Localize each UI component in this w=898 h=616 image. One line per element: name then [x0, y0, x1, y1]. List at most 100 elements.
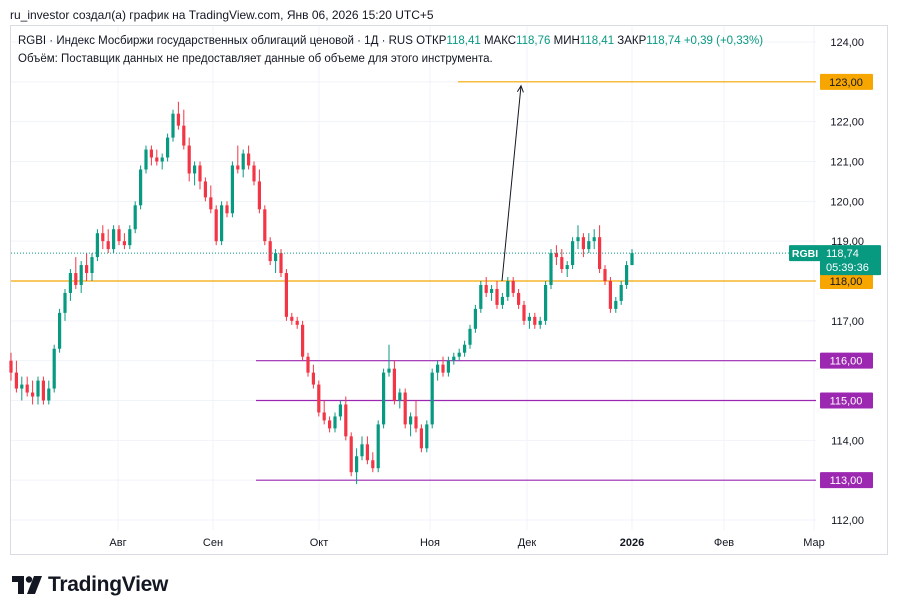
candle-body[interactable]	[209, 197, 213, 210]
candle-body[interactable]	[398, 392, 402, 401]
candle-body[interactable]	[630, 253, 634, 266]
candle-body[interactable]	[290, 316, 294, 321]
candle-body[interactable]	[176, 113, 180, 126]
candle-body[interactable]	[479, 284, 483, 309]
candle-body[interactable]	[495, 288, 499, 305]
candle-body[interactable]	[133, 205, 137, 230]
candle-body[interactable]	[544, 284, 548, 321]
candle-body[interactable]	[560, 257, 564, 270]
candle-body[interactable]	[225, 205, 229, 214]
candle-body[interactable]	[328, 420, 332, 429]
candle-body[interactable]	[360, 444, 364, 457]
candle-body[interactable]	[106, 241, 110, 250]
candle-body[interactable]	[538, 320, 542, 325]
candle-body[interactable]	[187, 145, 191, 174]
candle-body[interactable]	[214, 209, 218, 242]
candle-body[interactable]	[581, 237, 585, 250]
candle-body[interactable]	[333, 416, 337, 429]
candle-body[interactable]	[355, 456, 359, 473]
candle-body[interactable]	[344, 404, 348, 437]
candle-body[interactable]	[414, 416, 418, 429]
candle-body[interactable]	[263, 209, 267, 242]
candle-body[interactable]	[387, 368, 391, 373]
candle-body[interactable]	[527, 316, 531, 321]
candle-body[interactable]	[252, 165, 256, 182]
candle-body[interactable]	[457, 352, 461, 357]
candle-body[interactable]	[522, 304, 526, 321]
candle-body[interactable]	[317, 384, 321, 413]
candle-body[interactable]	[274, 253, 278, 262]
candle-body[interactable]	[144, 149, 148, 170]
candle-body[interactable]	[41, 380, 45, 401]
candle-body[interactable]	[295, 320, 299, 325]
candle-body[interactable]	[409, 416, 413, 425]
candle-body[interactable]	[85, 265, 89, 274]
candle-body[interactable]	[500, 296, 504, 305]
candle-body[interactable]	[160, 157, 164, 162]
candle-body[interactable]	[182, 125, 186, 146]
candle-body[interactable]	[419, 428, 423, 449]
candle-body[interactable]	[549, 253, 553, 285]
candle-body[interactable]	[619, 284, 623, 301]
candle-body[interactable]	[68, 273, 72, 293]
candle-body[interactable]	[139, 169, 143, 206]
candle-body[interactable]	[74, 273, 78, 285]
candle-body[interactable]	[311, 372, 315, 385]
candle-body[interactable]	[79, 265, 83, 285]
candle-body[interactable]	[247, 153, 251, 166]
candle-body[interactable]	[533, 316, 537, 325]
candle-body[interactable]	[463, 344, 467, 353]
candle-body[interactable]	[149, 149, 153, 158]
candle-body[interactable]	[117, 229, 121, 242]
candle-body[interactable]	[376, 424, 380, 469]
candle-body[interactable]	[452, 356, 456, 361]
candle-body[interactable]	[171, 113, 175, 138]
candle-body[interactable]	[236, 165, 240, 170]
candle-body[interactable]	[36, 380, 40, 397]
candle-body[interactable]	[284, 273, 288, 317]
brand[interactable]: TradingView	[12, 573, 168, 597]
trend-arrow[interactable]	[501, 85, 522, 282]
candle-body[interactable]	[382, 372, 386, 425]
candle-body[interactable]	[603, 269, 607, 281]
candle-body[interactable]	[371, 460, 375, 469]
candle-body[interactable]	[306, 356, 310, 373]
candle-body[interactable]	[20, 384, 24, 389]
candle-body[interactable]	[301, 324, 305, 357]
candle-body[interactable]	[58, 312, 62, 349]
candle-body[interactable]	[9, 360, 13, 373]
candle-body[interactable]	[430, 372, 434, 425]
candle-body[interactable]	[365, 444, 369, 461]
candle-body[interactable]	[31, 392, 35, 397]
candle-body[interactable]	[90, 257, 94, 274]
candle-body[interactable]	[403, 392, 407, 425]
candle-body[interactable]	[95, 233, 99, 258]
candle-body[interactable]	[47, 388, 51, 401]
candle-body[interactable]	[322, 412, 326, 421]
candle-body[interactable]	[446, 360, 450, 373]
candle-body[interactable]	[63, 292, 67, 313]
candle-body[interactable]	[122, 241, 126, 246]
candle-body[interactable]	[279, 253, 283, 274]
candle-body[interactable]	[554, 253, 558, 258]
legend-title[interactable]: RGBI · Индекс Мосбиржи государственных о…	[18, 35, 413, 47]
candle-body[interactable]	[193, 165, 197, 174]
candle-body[interactable]	[614, 300, 618, 309]
candle-body[interactable]	[468, 328, 472, 345]
candle-body[interactable]	[14, 372, 18, 389]
candle-body[interactable]	[268, 241, 272, 262]
candle-body[interactable]	[425, 424, 429, 449]
candle-body[interactable]	[473, 308, 477, 329]
candle-body[interactable]	[436, 364, 440, 373]
chart-frame[interactable]	[10, 25, 888, 555]
candle-body[interactable]	[441, 364, 445, 373]
candle-body[interactable]	[112, 229, 116, 250]
candle-body[interactable]	[349, 436, 353, 473]
candle-body[interactable]	[565, 265, 569, 270]
candle-body[interactable]	[52, 348, 56, 389]
candle-body[interactable]	[625, 265, 629, 285]
candle-body[interactable]	[241, 153, 245, 170]
candle-body[interactable]	[155, 157, 159, 162]
candle-body[interactable]	[587, 241, 591, 250]
